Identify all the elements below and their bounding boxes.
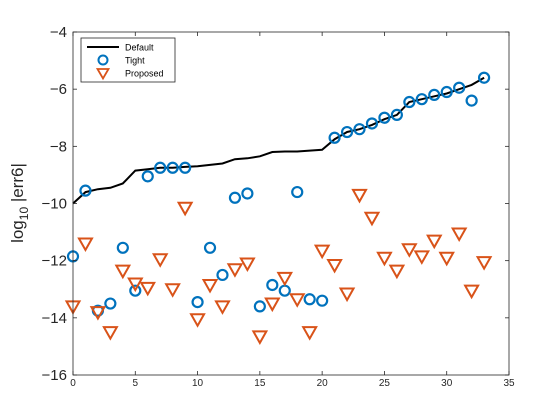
- point-tight-10: [191, 296, 204, 309]
- point-tight-8: [166, 161, 179, 174]
- series-line-default: [72, 76, 485, 205]
- point-tight-4: [116, 241, 129, 254]
- point-proposed-16: [264, 297, 281, 313]
- point-tight-25: [378, 111, 391, 124]
- point-tight-14: [241, 187, 254, 200]
- point-tight-18: [291, 185, 304, 199]
- point-proposed-21: [326, 258, 343, 274]
- point-proposed-14: [239, 257, 256, 273]
- y-tick-label--4: −4: [50, 24, 67, 41]
- legend-label-proposed: Proposed: [125, 69, 164, 79]
- y-tick-label--10: −10: [42, 196, 67, 213]
- plot-background: [73, 32, 509, 375]
- point-tight-6: [141, 170, 154, 183]
- axes: 0 5 10 15 20 25 30 35 −16 −14 −12 −10 −8 −6 −4: [42, 24, 515, 389]
- point-proposed-8: [164, 283, 181, 298]
- point-proposed-10: [189, 313, 206, 328]
- point-tight-16: [266, 278, 279, 292]
- point-proposed-2: [89, 306, 107, 321]
- point-tight-15: [253, 300, 266, 313]
- point-proposed-23: [351, 188, 368, 204]
- point-proposed-9: [176, 201, 194, 217]
- point-tight-7: [154, 161, 167, 174]
- point-tight-24: [365, 117, 379, 130]
- x-tick-label-30: 30: [441, 378, 453, 389]
- point-tight-13: [228, 191, 242, 204]
- y-axis-label-rest: |err6|: [8, 163, 27, 207]
- point-proposed-6: [139, 281, 156, 297]
- point-tight-3: [104, 297, 117, 310]
- point-tight-12: [216, 268, 229, 282]
- legend-swatch-tight: [97, 54, 109, 66]
- point-proposed-5: [127, 277, 144, 293]
- point-tight-33: [477, 71, 491, 84]
- y-axis-label-text: log10 |err6|: [8, 163, 31, 243]
- point-proposed-27: [401, 243, 418, 258]
- point-proposed-1: [77, 237, 94, 253]
- legend: Default Tight Proposed: [80, 37, 176, 83]
- legend-box: [80, 37, 176, 83]
- y-tick-label--12: −12: [42, 253, 67, 270]
- point-proposed-31: [450, 227, 468, 243]
- point-proposed-7: [151, 253, 169, 268]
- point-tight-29: [428, 88, 441, 101]
- point-tight-1: [79, 184, 92, 197]
- x-tick-label-35: 35: [503, 378, 515, 389]
- y-axis-label: log10 |err6|: [8, 163, 31, 243]
- point-tight-21: [328, 131, 341, 144]
- point-tight-31: [453, 81, 466, 94]
- y-axis-label-log: log: [8, 220, 27, 243]
- data-marks: [64, 71, 493, 345]
- point-proposed-13: [226, 263, 244, 278]
- point-proposed-29: [426, 234, 443, 250]
- y-axis-label-subscript: 10: [17, 207, 31, 221]
- y-tick-label--6: −6: [50, 81, 67, 98]
- point-tight-22: [340, 125, 354, 139]
- point-tight-30: [440, 85, 453, 99]
- point-proposed-25: [376, 251, 393, 267]
- point-tight-32: [465, 94, 478, 107]
- point-tight-26: [390, 108, 403, 121]
- x-tick-label-25: 25: [379, 378, 391, 389]
- point-proposed-18: [289, 293, 306, 308]
- point-tight-11: [203, 241, 217, 254]
- y-tick-label--16: −16: [42, 367, 67, 384]
- x-tick-label-10: 10: [192, 378, 204, 389]
- legend-label-tight: Tight: [125, 56, 145, 66]
- point-tight-28: [415, 93, 428, 106]
- point-tight-27: [403, 95, 416, 109]
- point-proposed-20: [313, 244, 331, 260]
- point-proposed-30: [438, 251, 455, 267]
- point-proposed-17: [276, 271, 293, 287]
- point-tight-9: [179, 161, 192, 174]
- point-proposed-33: [475, 256, 493, 271]
- point-proposed-32: [463, 284, 480, 300]
- y-tick-label--8: −8: [50, 138, 67, 155]
- x-tick-label-15: 15: [254, 378, 266, 389]
- point-proposed-26: [388, 264, 406, 280]
- point-proposed-11: [201, 278, 219, 294]
- point-proposed-4: [114, 264, 132, 280]
- legend-label-default: Default: [125, 43, 154, 53]
- point-proposed-12: [214, 300, 231, 315]
- point-proposed-24: [363, 211, 381, 227]
- point-tight-20: [316, 294, 329, 307]
- point-proposed-3: [102, 326, 119, 341]
- legend-swatch-proposed: [95, 68, 111, 81]
- point-tight-19: [303, 293, 316, 306]
- point-tight-5: [129, 284, 142, 297]
- point-proposed-15: [251, 330, 269, 345]
- y-tick-label--14: −14: [42, 310, 67, 327]
- point-proposed-19: [301, 326, 318, 341]
- x-tick-label-5: 5: [133, 378, 139, 389]
- point-proposed-22: [338, 287, 356, 303]
- x-tick-label-0: 0: [70, 378, 76, 389]
- x-tick-label-20: 20: [317, 378, 329, 389]
- point-proposed-28: [413, 250, 431, 265]
- point-tight-23: [353, 123, 366, 136]
